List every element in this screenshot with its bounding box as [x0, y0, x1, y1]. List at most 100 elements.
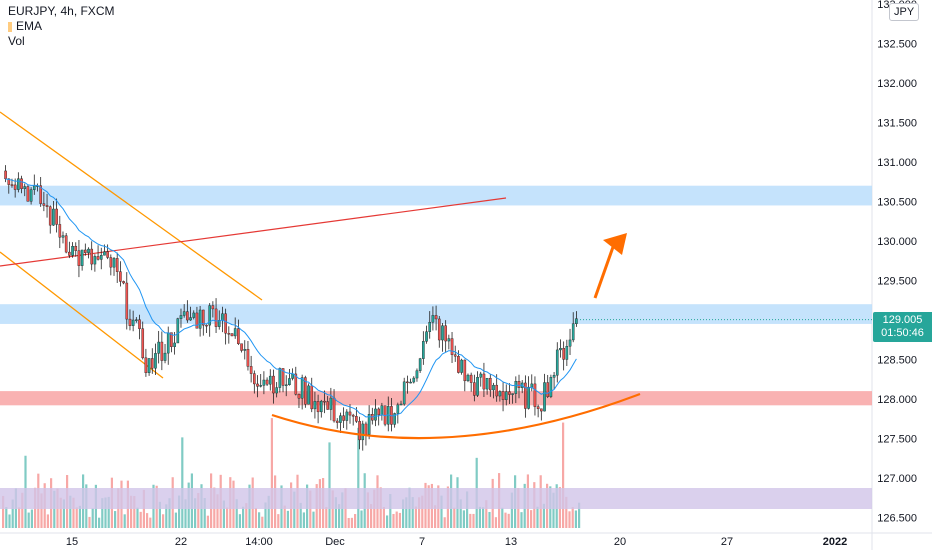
candle-body [434, 315, 438, 320]
candle-body [147, 358, 151, 373]
candle-body [173, 342, 176, 347]
candle-body [23, 186, 27, 189]
candle-body [87, 248, 90, 253]
candle-body [93, 256, 97, 265]
volume-bar [277, 514, 280, 528]
volume-bar [226, 507, 229, 528]
candle-body [524, 382, 527, 409]
candle-body [243, 349, 247, 351]
candle-body [230, 333, 234, 337]
candles [4, 165, 578, 451]
volume-bar [98, 517, 101, 528]
price-tick-label: 132.000 [877, 78, 917, 90]
volume-bar [267, 495, 270, 528]
candle-body [208, 305, 211, 326]
candle-body [58, 224, 62, 238]
volume-bar [504, 512, 507, 528]
volume-bar [8, 514, 11, 528]
candle-body [205, 324, 208, 327]
candle-body [437, 318, 441, 341]
volume-bar [194, 498, 197, 528]
candle-body [463, 359, 467, 382]
candle-body [179, 315, 183, 319]
volume-bar [136, 507, 139, 528]
candle-body [163, 352, 167, 361]
price-tick-label: 127.000 [877, 473, 917, 485]
candle-body [571, 323, 575, 341]
price-tick-label: 132.500 [877, 39, 917, 51]
candle-body [131, 319, 135, 326]
candle-body [348, 411, 352, 416]
candle-body [26, 186, 30, 202]
volume-bar [158, 501, 161, 528]
candle-body [198, 309, 202, 329]
candle-body [112, 258, 116, 268]
candle-body [74, 246, 78, 251]
volume-bar [178, 495, 181, 528]
candle-body [39, 185, 42, 204]
candle-body [310, 385, 314, 410]
candle-body [546, 382, 550, 397]
symbol-label: EURJPY, 4h, FXCM [8, 4, 115, 18]
volume-bar [357, 427, 360, 528]
candle-body [415, 370, 419, 379]
candle-body [77, 250, 81, 266]
candle-body [233, 328, 237, 337]
candle-body [351, 414, 355, 417]
currency-badge[interactable]: JPY [889, 3, 920, 21]
projection-arrow-head [603, 233, 627, 255]
candle-body [125, 282, 129, 320]
candle-body [383, 405, 387, 425]
candle-body [422, 341, 425, 359]
candle-body [428, 321, 432, 332]
price-tick-label: 130.000 [877, 236, 917, 248]
candle-body [460, 359, 463, 373]
candle-body [144, 357, 148, 373]
chart-legend: EURJPY, 4h, FXCM EMA Vol [8, 4, 114, 49]
volume-bar [149, 517, 152, 528]
volume-bar [414, 506, 417, 528]
volume-bar [59, 497, 62, 528]
volume-bar [53, 490, 56, 528]
zone-support [0, 391, 872, 406]
volume-bar [69, 495, 72, 528]
candle-body [32, 185, 36, 190]
candle-body [476, 377, 479, 396]
volume-bar [222, 500, 225, 528]
candle-body [10, 184, 14, 186]
candle-body [377, 408, 381, 416]
candle-body [189, 317, 192, 321]
candle-body [527, 386, 530, 409]
candle-body [552, 374, 556, 378]
volume-bar [443, 517, 446, 528]
volume-bar [309, 490, 312, 528]
volume-bar [510, 492, 513, 528]
volume-bar [421, 495, 424, 528]
legend-vol[interactable]: Vol [8, 34, 114, 49]
candle-body [68, 251, 71, 256]
channel-upper-line [0, 111, 263, 301]
legend-ema[interactable]: EMA [8, 19, 114, 34]
candle-body [106, 251, 109, 258]
candle-body [84, 249, 87, 253]
time-tick-label: 20 [614, 536, 626, 548]
candle-body [399, 403, 403, 406]
candle-body [508, 391, 511, 395]
volume-bar [466, 491, 469, 528]
volume-bar [30, 509, 33, 528]
volume-bar [520, 512, 523, 528]
legend-symbol[interactable]: EURJPY, 4h, FXCM [8, 4, 114, 19]
candle-body [90, 248, 94, 265]
volume-bar [488, 511, 491, 528]
volume-bar [565, 496, 568, 528]
candle-body [345, 411, 349, 421]
candle-body [237, 328, 240, 344]
volume-bar [72, 497, 75, 528]
candle-body [166, 332, 170, 354]
candle-body [444, 325, 447, 342]
candle-body [20, 178, 23, 189]
volume-bar [2, 495, 5, 528]
price-tick-label: 126.500 [877, 513, 917, 525]
